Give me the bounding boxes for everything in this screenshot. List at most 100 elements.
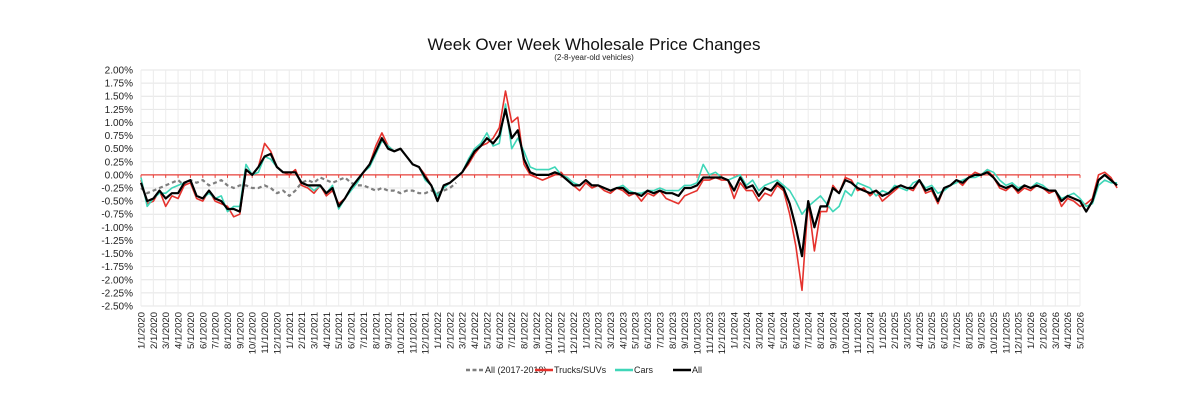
- x-tick-label: 6/1/2025: [940, 312, 951, 349]
- x-tick-label: 3/1/2021: [309, 312, 320, 349]
- x-tick-label: 12/1/2022: [569, 312, 580, 354]
- x-tick-label: 8/1/2023: [668, 312, 679, 349]
- x-tick-label: 6/1/2022: [495, 312, 506, 349]
- x-tick-label: 8/1/2022: [520, 312, 531, 349]
- x-tick-label: 9/1/2024: [828, 312, 839, 349]
- x-tick-label: 10/1/2023: [692, 312, 703, 354]
- x-tick-label: 3/1/2026: [1051, 312, 1062, 349]
- x-tick-label: 5/1/2021: [334, 312, 345, 349]
- y-tick-label: 1.75%: [105, 79, 133, 90]
- x-tick-label: 4/1/2024: [767, 312, 778, 349]
- x-tick-label: 8/1/2021: [371, 312, 382, 349]
- x-tick-label: 1/1/2021: [285, 312, 296, 349]
- x-tick-label: 3/1/2025: [903, 312, 914, 349]
- y-tick-label: -2.50%: [101, 302, 133, 313]
- x-tick-label: 5/1/2020: [186, 312, 197, 349]
- x-tick-label: 11/1/2024: [853, 312, 864, 354]
- x-tick-label: 4/1/2021: [322, 312, 333, 349]
- y-tick-label: -0.75%: [101, 210, 133, 221]
- x-tick-label: 1/1/2022: [433, 312, 444, 349]
- legend-item: All (2017-2019): [466, 365, 547, 375]
- chart-subtitle: (2-8-year-old vehicles): [554, 53, 634, 62]
- x-tick-label: 1/1/2025: [878, 312, 889, 349]
- y-tick-label: 1.50%: [105, 92, 133, 103]
- series-line-cars: [140, 103, 1118, 215]
- x-tick-label: 2/1/2020: [149, 312, 160, 349]
- x-tick-label: 4/1/2023: [618, 312, 629, 349]
- x-tick-label: 3/1/2020: [161, 312, 172, 349]
- x-tick-label: 4/1/2022: [470, 312, 481, 349]
- x-tick-label: 9/1/2021: [384, 312, 395, 349]
- y-tick-label: 0.25%: [105, 157, 133, 168]
- x-tick-label: 9/1/2023: [680, 312, 691, 349]
- y-tick-label: 2.00%: [105, 66, 133, 77]
- legend: All (2017-2019) Trucks/SUVs Cars All: [466, 365, 702, 375]
- grid: [140, 69, 1081, 307]
- y-tick-label: 1.00%: [105, 118, 133, 129]
- x-tick-label: 7/1/2021: [359, 312, 370, 349]
- x-tick-label: 8/1/2020: [223, 312, 234, 349]
- x-tick-label: 8/1/2024: [816, 312, 827, 349]
- x-tick-label: 10/1/2021: [396, 312, 407, 354]
- x-tick-label: 11/1/2020: [260, 312, 271, 354]
- series-line-all: [139, 108, 1118, 258]
- y-tick-label: 1.25%: [105, 105, 133, 116]
- x-tick-label: 1/1/2023: [581, 312, 592, 349]
- x-tick-label: 6/1/2023: [643, 312, 654, 349]
- y-axis: 2.00% 1.75% 1.50% 1.25% 1.00% 0.75% 0.50% 0.25%…: [101, 66, 133, 313]
- y-tick-label: -2.00%: [101, 275, 133, 286]
- x-tick-label: 12/1/2023: [717, 312, 728, 354]
- y-tick-label: -0.50%: [101, 197, 133, 208]
- x-tick-label: 6/1/2020: [198, 312, 209, 349]
- legend-item: Cars: [615, 365, 654, 375]
- x-tick-label: 2/1/2026: [1038, 312, 1049, 349]
- x-tick-label: 3/1/2024: [754, 312, 765, 349]
- y-tick-label: 0.00%: [105, 170, 133, 181]
- x-tick-label: 10/1/2025: [989, 312, 1000, 354]
- x-tick-label: 3/1/2023: [606, 312, 617, 349]
- x-tick-label: 10/1/2020: [248, 312, 259, 354]
- x-tick-label: 7/1/2023: [655, 312, 666, 349]
- y-tick-label: -2.25%: [101, 288, 133, 299]
- x-tick-label: 2/1/2023: [594, 312, 605, 349]
- x-tick-label: 9/1/2022: [532, 312, 543, 349]
- x-tick-label: 2/1/2021: [297, 312, 308, 349]
- x-tick-label: 4/1/2025: [915, 312, 926, 349]
- x-tick-label: 6/1/2024: [791, 312, 802, 349]
- x-tick-label: 8/1/2025: [964, 312, 975, 349]
- y-tick-label: -0.25%: [101, 184, 133, 195]
- x-tick-label: 5/1/2022: [482, 312, 493, 349]
- x-tick-label: 5/1/2023: [631, 312, 642, 349]
- legend-label: Trucks/SUVs: [554, 365, 607, 375]
- y-tick-label: -1.25%: [101, 236, 133, 247]
- x-tick-label: 1/1/2024: [730, 312, 741, 349]
- legend-label: All: [692, 365, 702, 375]
- x-tick-label: 9/1/2020: [235, 312, 246, 349]
- x-tick-label: 12/1/2021: [421, 312, 432, 354]
- series-line-all-2017-2019: [140, 176, 457, 197]
- x-tick-label: 2/1/2024: [742, 312, 753, 349]
- x-tick-label: 5/1/2024: [779, 312, 790, 349]
- x-tick-label: 1/1/2020: [137, 312, 148, 349]
- y-tick-label: 0.75%: [105, 131, 133, 142]
- x-tick-label: 7/1/2020: [211, 312, 222, 349]
- x-tick-label: 10/1/2022: [544, 312, 555, 354]
- y-tick-label: -1.50%: [101, 249, 133, 260]
- x-tick-label: 3/1/2022: [458, 312, 469, 349]
- x-tick-label: 6/1/2021: [347, 312, 358, 349]
- y-tick-label: 0.50%: [105, 144, 133, 155]
- x-tick-label: 10/1/2024: [841, 312, 852, 354]
- x-tick-label: 7/1/2024: [804, 312, 815, 349]
- x-tick-label: 7/1/2025: [952, 312, 963, 349]
- x-tick-label: 12/1/2020: [272, 312, 283, 354]
- x-tick-label: 5/1/2025: [927, 312, 938, 349]
- x-tick-label: 12/1/2024: [865, 312, 876, 354]
- legend-label: All (2017-2019): [485, 365, 547, 375]
- x-tick-label: 7/1/2022: [507, 312, 518, 349]
- x-axis: 1/1/2020 2/1/2020 3/1/2020 4/1/2020 5/1/2020…: [137, 312, 1087, 354]
- series-group: [139, 90, 1118, 292]
- x-tick-label: 4/1/2020: [174, 312, 185, 349]
- x-tick-label: 12/1/2025: [1014, 312, 1025, 354]
- legend-label: Cars: [634, 365, 654, 375]
